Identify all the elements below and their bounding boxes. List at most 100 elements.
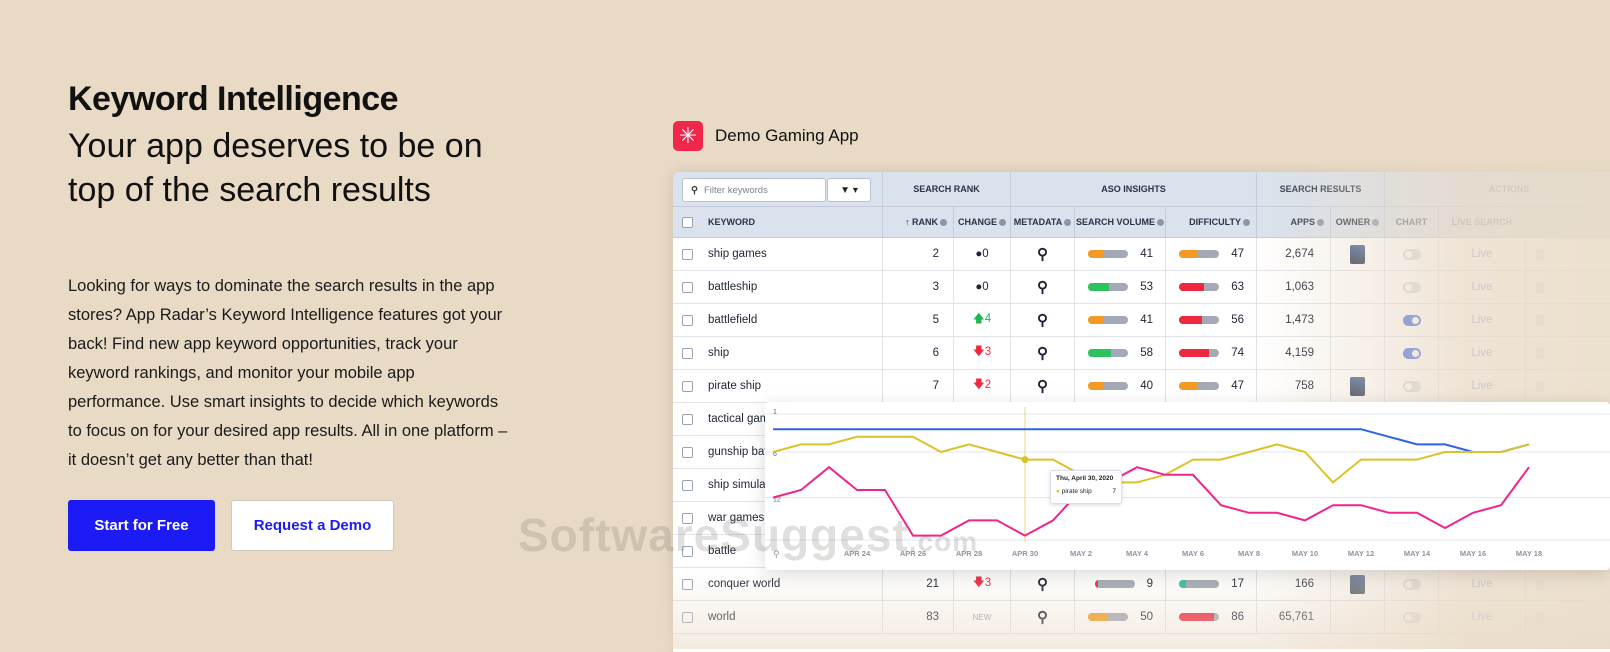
apps-cell: 65,761 [1256, 601, 1330, 633]
volume-bar [1088, 349, 1128, 357]
chart-toggle[interactable] [1403, 315, 1421, 326]
group-aso-insights: ASO INSIGHTS [1010, 172, 1256, 206]
live-search-link[interactable]: Live [1438, 337, 1525, 369]
volume-bar [1095, 580, 1135, 588]
series-line-0 [773, 429, 1529, 452]
rank-cell: 21 [882, 568, 953, 600]
col-keyword[interactable]: KEYWORD [708, 207, 878, 237]
trash-icon[interactable] [1536, 348, 1544, 359]
difficulty-bar [1179, 580, 1219, 588]
difficulty-bar [1179, 613, 1219, 621]
owner-app-icon [1350, 377, 1365, 396]
col-rank-label: ↑ RANK [905, 217, 938, 227]
request-demo-button[interactable]: Request a Demo [231, 500, 394, 551]
row-checkbox[interactable] [682, 447, 693, 458]
rank-cell: 3 [882, 271, 953, 303]
trash-icon[interactable] [1536, 315, 1544, 326]
metadata-search-icon[interactable]: ⚲ [1010, 304, 1074, 336]
live-search-link[interactable]: Live [1438, 271, 1525, 303]
group-actions: ACTIONS [1384, 172, 1610, 206]
trash-icon[interactable] [1536, 579, 1544, 590]
volume-value: 50 [1140, 611, 1153, 623]
live-search-link[interactable]: Live [1438, 304, 1525, 336]
row-checkbox[interactable] [682, 579, 693, 590]
help-icon [1064, 219, 1071, 226]
watermark: SoftwareSuggest.com [518, 508, 978, 562]
chart-toggle[interactable] [1403, 579, 1421, 590]
row-checkbox[interactable] [682, 414, 693, 425]
page-subtitle: Your app deserves to be on top of the se… [68, 124, 538, 212]
col-apps[interactable]: APPS [1256, 207, 1330, 237]
chart-toggle-cell [1384, 601, 1438, 633]
col-apps-label: APPS [1290, 217, 1315, 227]
live-search-link[interactable]: Live [1438, 601, 1525, 633]
difficulty-cell: 63 [1165, 271, 1256, 303]
delete-cell [1525, 370, 1610, 402]
delete-cell [1525, 601, 1610, 633]
metadata-search-icon[interactable]: ⚲ [1010, 370, 1074, 402]
group-search-rank: SEARCH RANK [882, 172, 1010, 206]
trash-icon[interactable] [1536, 381, 1544, 392]
chart-toggle[interactable] [1403, 249, 1421, 260]
metadata-search-icon[interactable]: ⚲ [1010, 337, 1074, 369]
metadata-search-icon[interactable]: ⚲ [1010, 271, 1074, 303]
filter-dropdown-button[interactable]: ▼ ▾ [827, 178, 871, 202]
filter-keywords-input[interactable]: ⚲Filter keywords [682, 178, 826, 202]
x-tick-label: MAY 18 [1516, 549, 1542, 558]
volume-bar [1088, 250, 1128, 258]
col-change[interactable]: CHANGE [953, 207, 1010, 237]
trash-icon[interactable] [1536, 249, 1544, 260]
row-checkbox[interactable] [682, 249, 693, 260]
volume-cell: 41 [1074, 238, 1165, 270]
volume-cell: 50 [1074, 601, 1165, 633]
col-search-volume[interactable]: SEARCH VOLUME [1074, 207, 1165, 237]
search-icon: ⚲ [691, 185, 698, 196]
apps-cell: 2,674 [1256, 238, 1330, 270]
chart-toggle[interactable] [1403, 348, 1421, 359]
chart-toggle[interactable] [1403, 381, 1421, 392]
col-rank[interactable]: ↑ RANK [882, 207, 953, 237]
chart-toggle[interactable] [1403, 282, 1421, 293]
metadata-search-icon[interactable]: ⚲ [1010, 568, 1074, 600]
chart-toggle[interactable] [1403, 612, 1421, 623]
select-all-checkbox[interactable] [682, 217, 693, 228]
apps-cell: 1,063 [1256, 271, 1330, 303]
start-for-free-button[interactable]: Start for Free [68, 500, 215, 551]
row-checkbox[interactable] [682, 348, 693, 359]
row-checkbox[interactable] [682, 480, 693, 491]
live-search-link[interactable]: Live [1438, 370, 1525, 402]
volume-value: 9 [1147, 578, 1153, 590]
row-checkbox[interactable] [682, 612, 693, 623]
keyword-cell: battleship [708, 271, 878, 303]
x-tick-label: MAY 12 [1348, 549, 1374, 558]
col-owner[interactable]: OWNER [1330, 207, 1384, 237]
metadata-search-icon[interactable]: ⚲ [1010, 601, 1074, 633]
x-tick-label: MAY 6 [1182, 549, 1204, 558]
metadata-search-icon[interactable]: ⚲ [1010, 238, 1074, 270]
col-difficulty[interactable]: DIFFICULTY [1165, 207, 1256, 237]
col-owner-label: OWNER [1336, 217, 1371, 227]
difficulty-cell: 17 [1165, 568, 1256, 600]
help-icon [940, 219, 947, 226]
keyword-cell: ship [708, 337, 878, 369]
col-difficulty-label: DIFFICULTY [1189, 217, 1241, 227]
live-search-link[interactable]: Live [1438, 568, 1525, 600]
row-checkbox[interactable] [682, 381, 693, 392]
help-icon [1372, 219, 1379, 226]
row-checkbox[interactable] [682, 282, 693, 293]
owner-cell [1330, 337, 1384, 369]
group-search-results: SEARCH RESULTS [1256, 172, 1384, 206]
trash-icon[interactable] [1536, 282, 1544, 293]
live-search-link[interactable]: Live [1438, 238, 1525, 270]
row-checkbox[interactable] [682, 315, 693, 326]
trash-icon[interactable] [1536, 612, 1544, 623]
apps-cell: 758 [1256, 370, 1330, 402]
col-metadata[interactable]: METADATA [1010, 207, 1074, 237]
